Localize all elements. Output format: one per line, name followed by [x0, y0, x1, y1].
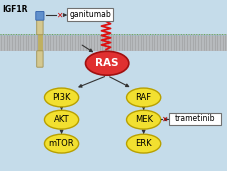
Text: RAS: RAS: [95, 58, 118, 68]
Text: ganitumab: ganitumab: [69, 10, 111, 19]
Text: mTOR: mTOR: [49, 139, 74, 148]
FancyBboxPatch shape: [37, 18, 43, 35]
Ellipse shape: [44, 110, 78, 129]
Ellipse shape: [126, 134, 160, 153]
Text: ERK: ERK: [135, 139, 151, 148]
Text: AKT: AKT: [54, 115, 69, 124]
Text: ✕: ✕: [55, 11, 62, 19]
Text: PI3K: PI3K: [52, 93, 71, 102]
Ellipse shape: [44, 134, 78, 153]
Text: IGF1R: IGF1R: [2, 5, 28, 14]
Ellipse shape: [85, 51, 128, 75]
Ellipse shape: [126, 88, 160, 107]
Ellipse shape: [126, 110, 160, 129]
Text: ✕: ✕: [161, 115, 167, 124]
Text: MEK: MEK: [134, 115, 152, 124]
FancyBboxPatch shape: [67, 8, 112, 21]
Bar: [0, 34, 227, 51]
FancyBboxPatch shape: [37, 51, 43, 67]
Text: trametinib: trametinib: [174, 114, 214, 123]
FancyBboxPatch shape: [36, 11, 44, 20]
FancyBboxPatch shape: [168, 113, 220, 125]
Ellipse shape: [44, 88, 78, 107]
Text: RAF: RAF: [135, 93, 151, 102]
